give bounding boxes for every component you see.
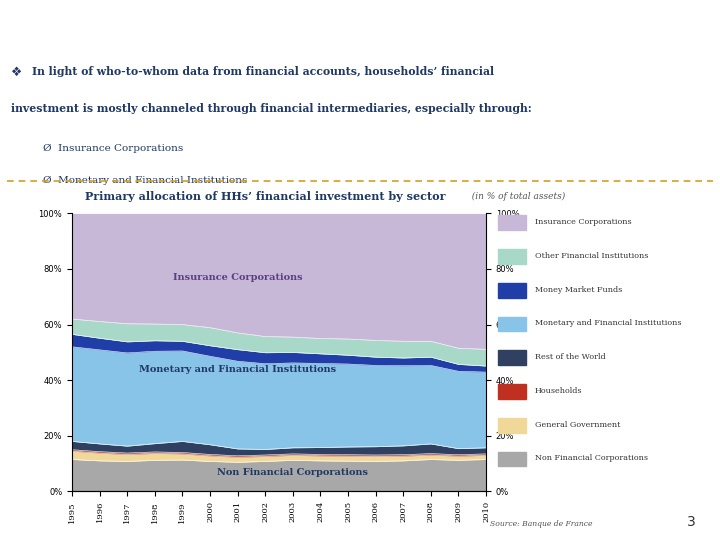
Bar bbox=[498, 384, 526, 399]
Bar bbox=[498, 283, 526, 298]
Text: (in % of total assets): (in % of total assets) bbox=[466, 192, 565, 201]
Text: Ø  Monetary and Financial Institutions: Ø Monetary and Financial Institutions bbox=[43, 176, 248, 185]
Text: ❖: ❖ bbox=[11, 66, 22, 79]
Bar bbox=[498, 316, 526, 332]
Bar bbox=[498, 350, 526, 365]
Text: Monetary and Financial Institutions: Monetary and Financial Institutions bbox=[535, 319, 681, 327]
Text: Source: Banque de France: Source: Banque de France bbox=[490, 521, 592, 529]
Text: In light of who-to-whom data from financial accounts, households’ financial: In light of who-to-whom data from financ… bbox=[32, 66, 495, 77]
Bar bbox=[498, 451, 526, 467]
Text: General Government: General Government bbox=[535, 421, 621, 429]
Text: Money Market Funds: Money Market Funds bbox=[535, 286, 622, 294]
Text: Primary allocation of HHs’ financial investment by sector: Primary allocation of HHs’ financial inv… bbox=[85, 191, 445, 202]
Text: Households: Households bbox=[535, 387, 582, 395]
Text: Monetary and Financial Institutions: Monetary and Financial Institutions bbox=[139, 365, 336, 374]
Text: Rest of the World: Rest of the World bbox=[535, 353, 606, 361]
Bar bbox=[498, 249, 526, 264]
Text: Non Financial Corporations: Non Financial Corporations bbox=[535, 454, 648, 462]
Text: Insurance Corporations: Insurance Corporations bbox=[173, 273, 302, 282]
Text: investment is mostly channeled through financial intermediaries, especially thro: investment is mostly channeled through f… bbox=[11, 103, 531, 114]
Text: 3: 3 bbox=[687, 516, 696, 530]
Bar bbox=[498, 215, 526, 230]
Text: 1.1  Primary allocation  of households’ financial  investment s: 1.1 Primary allocation of households’ fi… bbox=[18, 20, 574, 37]
Text: Insurance Corporations: Insurance Corporations bbox=[535, 218, 631, 226]
Bar bbox=[498, 418, 526, 433]
Text: Other Financial Institutions: Other Financial Institutions bbox=[535, 252, 648, 260]
Text: Ø  Insurance Corporations: Ø Insurance Corporations bbox=[43, 144, 184, 153]
Text: Non Financial Corporations: Non Financial Corporations bbox=[217, 468, 369, 477]
